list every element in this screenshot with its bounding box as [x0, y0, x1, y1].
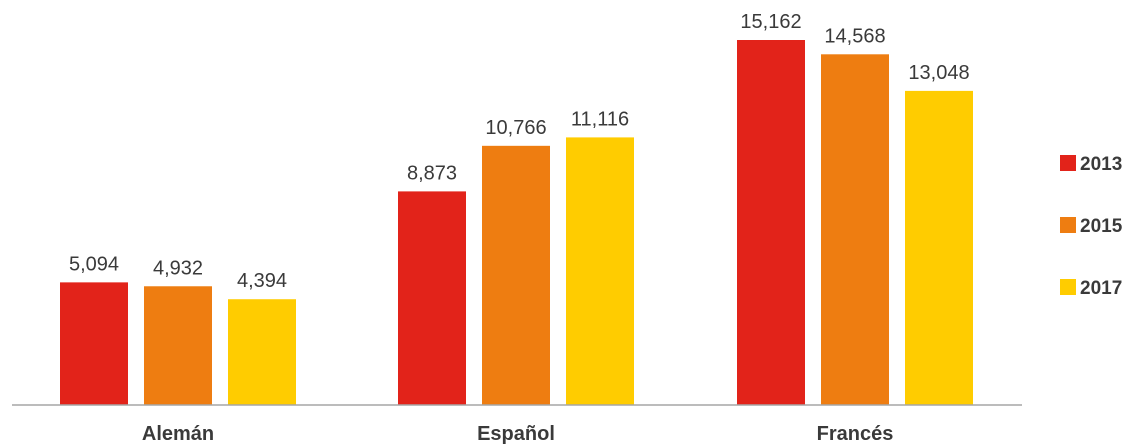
value-labels-group: 5,094 4,932 4,394 8,873 10,766 11,116 15,162 14… — [69, 11, 970, 292]
bar-español-2015 — [482, 145, 550, 405]
data-label-español-2015: 10,766 — [485, 117, 546, 139]
bar-francés-2013 — [737, 40, 805, 405]
bars-group — [60, 40, 973, 406]
bar-francés-2015 — [821, 54, 889, 406]
bar-francés-2017 — [905, 90, 973, 405]
legend-label-2015: 2015 — [1080, 216, 1123, 237]
category-labels-group: Alemán Español Francés — [142, 423, 893, 445]
bar-alemán-2017 — [228, 299, 296, 405]
data-label-español-2013: 8,873 — [407, 162, 457, 184]
data-label-alemán-2015: 4,932 — [153, 257, 203, 279]
data-label-francés-2013: 15,162 — [740, 11, 801, 33]
data-label-alemán-2017: 4,394 — [237, 270, 287, 292]
legend-label-2013: 2013 — [1080, 154, 1122, 175]
bar-alemán-2015 — [144, 286, 212, 405]
legend-swatch-2013 — [1060, 155, 1076, 171]
category-label-2: Francés — [817, 423, 894, 445]
legend: 2013 2015 2017 — [1060, 154, 1123, 299]
category-label-1: Español — [477, 423, 555, 445]
legend-label-2017: 2017 — [1080, 278, 1122, 299]
data-label-español-2017: 11,116 — [571, 108, 629, 130]
data-label-francés-2015: 14,568 — [824, 25, 885, 47]
data-label-francés-2017: 13,048 — [908, 62, 969, 84]
legend-swatch-2015 — [1060, 217, 1076, 233]
bar-español-2017 — [566, 137, 634, 405]
legend-swatch-2017 — [1060, 279, 1076, 295]
category-label-0: Alemán — [142, 423, 214, 445]
data-label-alemán-2013: 5,094 — [69, 253, 119, 275]
bar-español-2013 — [398, 191, 466, 405]
bar-alemán-2013 — [60, 282, 128, 405]
